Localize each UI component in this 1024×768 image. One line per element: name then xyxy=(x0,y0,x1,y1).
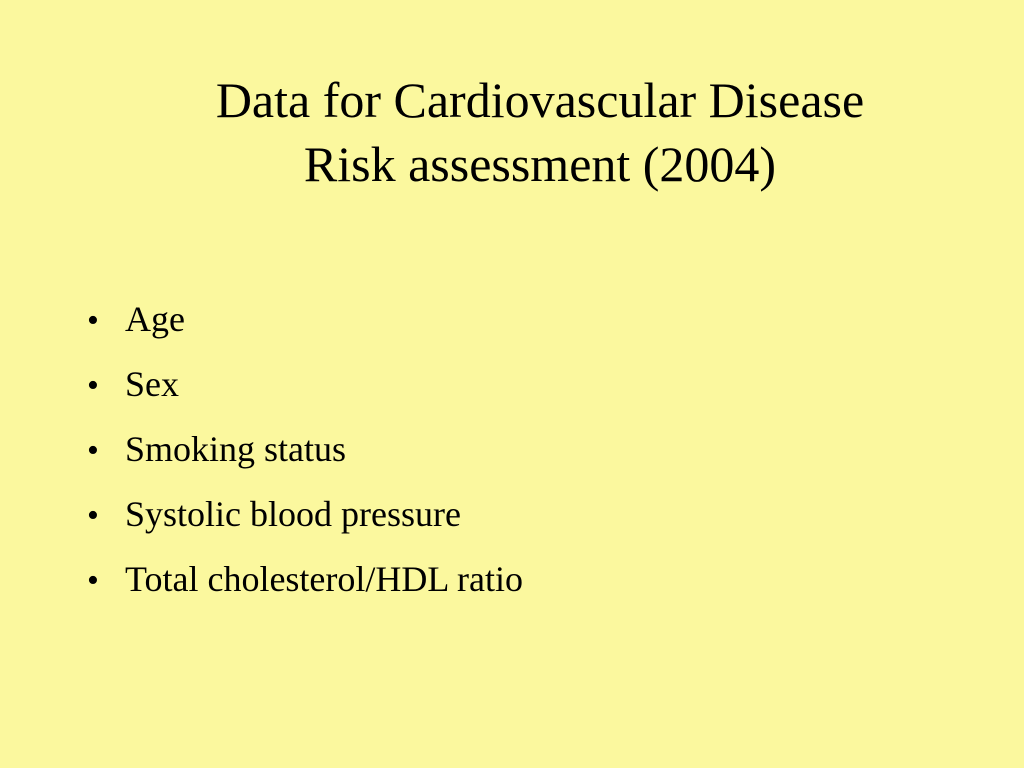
bullet-item-smoking-status: • Smoking status xyxy=(87,425,523,490)
slide-title: Data for Cardiovascular Disease Risk ass… xyxy=(100,68,980,196)
bullet-item-sex: • Sex xyxy=(87,360,523,425)
bullet-icon: • xyxy=(87,562,99,599)
bullet-icon: • xyxy=(87,432,99,469)
bullet-icon: • xyxy=(87,497,99,534)
bullet-text: Total cholesterol/HDL ratio xyxy=(125,559,524,599)
bullet-item-systolic-blood-pressure: • Systolic blood pressure xyxy=(87,490,523,555)
bullet-icon: • xyxy=(87,367,99,404)
slide-title-line-1: Data for Cardiovascular Disease xyxy=(215,72,865,128)
bullet-item-cholesterol-hdl-ratio: • Total cholesterol/HDL ratio xyxy=(87,555,523,620)
bullet-text: Age xyxy=(125,299,185,339)
bullet-text: Sex xyxy=(125,364,179,404)
slide-title-line-2: Risk assessment (2004) xyxy=(303,136,777,192)
bullet-text: Smoking status xyxy=(125,429,347,469)
bullet-item-age: • Age xyxy=(87,295,523,360)
bullet-list: • Age • Sex • Smoking status • Systolic … xyxy=(87,295,523,620)
bullet-text: Systolic blood pressure xyxy=(125,494,461,534)
bullet-icon: • xyxy=(87,302,99,339)
